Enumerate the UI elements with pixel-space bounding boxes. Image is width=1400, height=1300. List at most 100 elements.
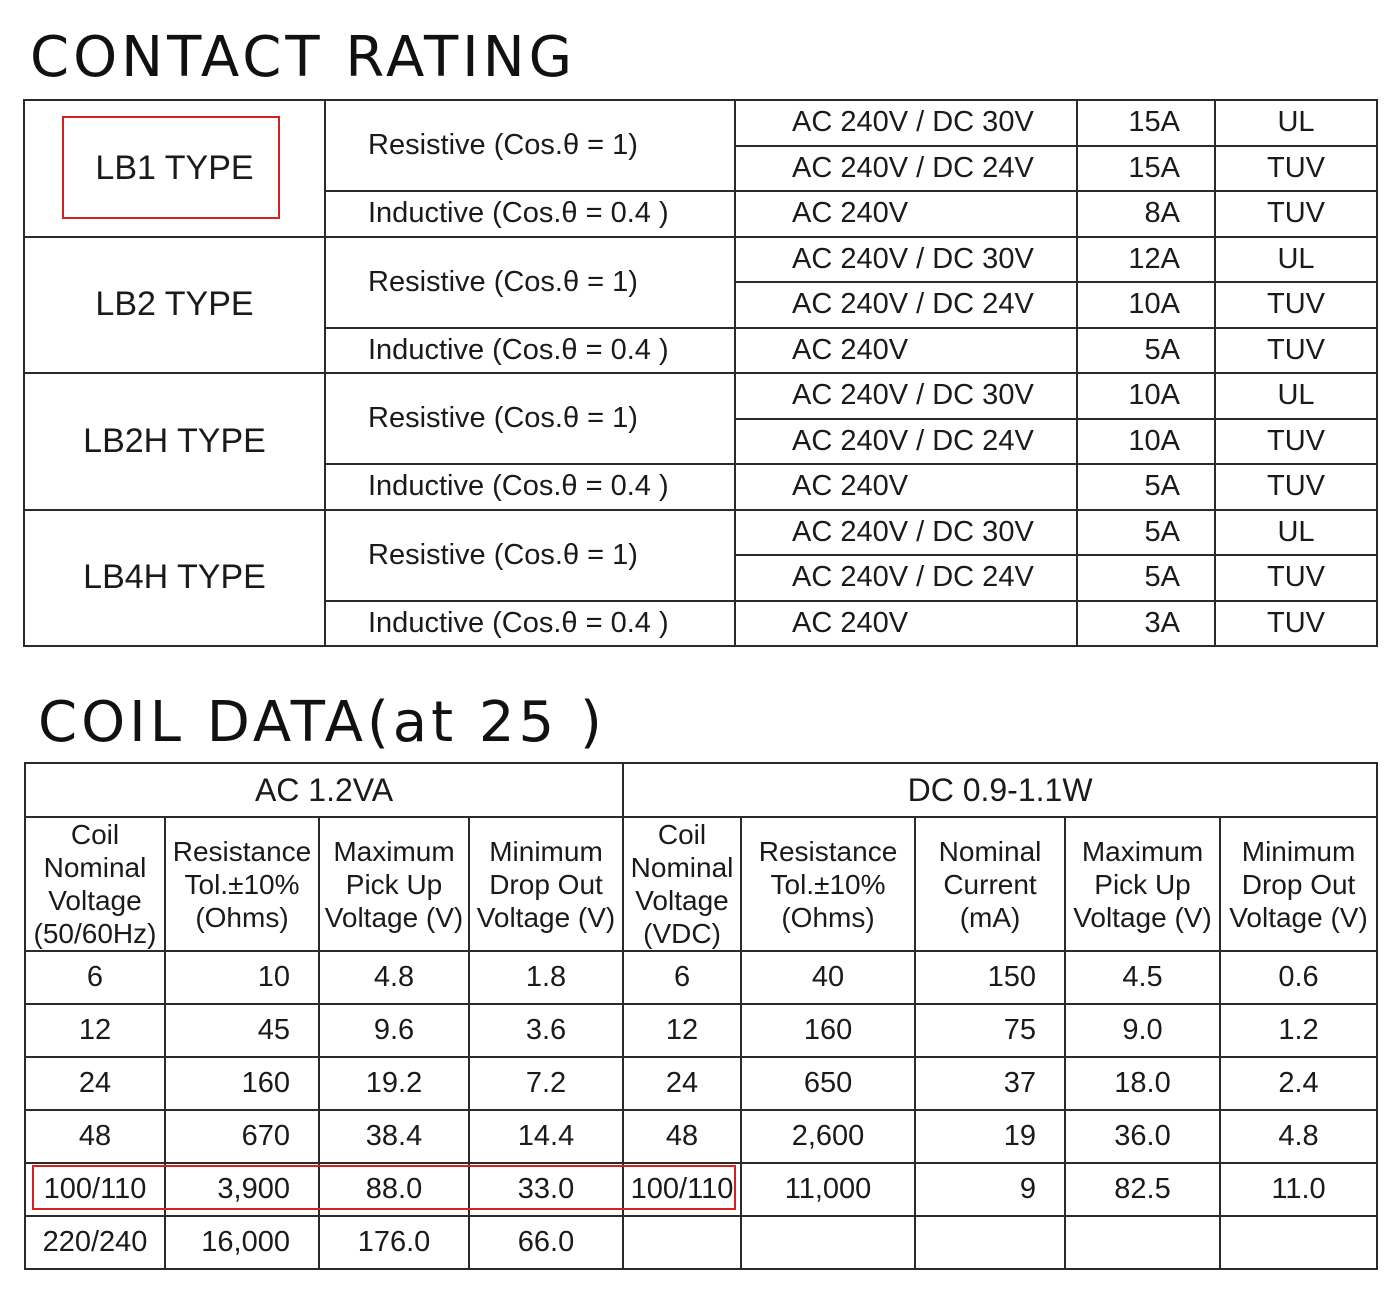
coil-column-header-line: Tol.±10% xyxy=(770,868,886,900)
load-type-resistive: Resistive (Cos.θ = 1) xyxy=(324,99,736,192)
contact-rating-row: AC 240V / DC 24V 15A TUV xyxy=(24,144,1378,192)
dc-resistance: 650 xyxy=(740,1056,917,1112)
dc-resistance: 160 xyxy=(740,1003,917,1059)
relay-type-label: LB4H TYPE xyxy=(23,508,326,647)
load-type-inductive: Inductive (Cos.θ = 0.4 ) xyxy=(324,463,736,511)
coil-data-table: AC 1.2VA DC 0.9-1.1W Coil Nominal Voltage(… xyxy=(23,762,1379,1271)
coil-column-header: Maximum Pick Up Voltage (V) xyxy=(1064,815,1222,953)
dc-nominal-current: 150 xyxy=(914,950,1067,1006)
dc-nominal-current: 19 xyxy=(914,1109,1067,1165)
dc-drop-out-voltage xyxy=(1219,1215,1379,1271)
rated-voltage: AC 240V / DC 30V xyxy=(734,235,1078,283)
coil-column-header-line: Nominal xyxy=(630,852,734,884)
rated-voltage: AC 240V xyxy=(734,190,1078,238)
coil-column-header: Minimum Drop Out Voltage (V) xyxy=(467,815,625,953)
dc-resistance: 11,000 xyxy=(740,1162,917,1218)
rated-current: 5A xyxy=(1076,508,1216,556)
ac-resistance: 16,000 xyxy=(164,1215,320,1271)
coil-data-row: 6 10 4.8 1.8 6 40 150 4.5 0.6 xyxy=(24,950,1379,1006)
coil-column-header-line: Nominal xyxy=(938,835,1042,867)
rated-current: 15A xyxy=(1076,99,1216,147)
contact-rating-title: CONTACT RATING xyxy=(30,25,576,90)
coil-column-header-line: (Ohms) xyxy=(781,901,875,933)
coil-data-row: 220/240 16,000 176.0 66.0 xyxy=(24,1215,1379,1271)
dc-nominal-current: 75 xyxy=(914,1003,1067,1059)
rated-current: 10A xyxy=(1076,417,1216,465)
rated-current: 3A xyxy=(1076,599,1216,647)
dc-resistance: 40 xyxy=(740,950,917,1006)
rated-current: 12A xyxy=(1076,235,1216,283)
relay-type-label: LB1 TYPE xyxy=(23,99,326,238)
rated-voltage: AC 240V / DC 24V xyxy=(734,281,1078,329)
coil-column-header-line: Resistance xyxy=(172,835,312,867)
coil-column-header-line: Voltage (V) xyxy=(1073,901,1212,933)
coil-column-header: Resistance Tol.±10% (Ohms) xyxy=(164,815,320,953)
rated-current: 5A xyxy=(1076,326,1216,374)
coil-data-row: 48 670 38.4 14.4 48 2,600 19 36.0 4.8 xyxy=(24,1109,1379,1165)
contact-rating-row: AC 240V / DC 24V 10A TUV xyxy=(24,281,1378,329)
coil-column-header-line: Minimum xyxy=(489,835,603,867)
load-type-resistive: Resistive (Cos.θ = 1) xyxy=(324,235,736,329)
coil-column-header: Nominal Current (mA) xyxy=(914,815,1067,953)
ac-pick-up-voltage: 88.0 xyxy=(318,1162,470,1218)
certification-standard: TUV xyxy=(1214,326,1378,374)
coil-data-title: COIL DATA(at 25 ) xyxy=(38,690,606,755)
rated-voltage: AC 240V / DC 24V xyxy=(734,554,1078,602)
relay-type-label: LB2 TYPE xyxy=(23,235,326,374)
dc-pick-up-voltage: 4.5 xyxy=(1064,950,1222,1006)
rated-current: 15A xyxy=(1076,144,1216,192)
rated-current: 10A xyxy=(1076,372,1216,420)
dc-pick-up-voltage: 36.0 xyxy=(1064,1109,1222,1165)
dc-resistance xyxy=(740,1215,917,1271)
ac-nominal-voltage: 100/110 xyxy=(24,1162,166,1218)
certification-standard: UL xyxy=(1214,99,1378,147)
dc-pick-up-voltage: 82.5 xyxy=(1064,1162,1222,1218)
coil-column-header-line: Voltage xyxy=(48,885,142,917)
coil-column-header-line: Voltage (V) xyxy=(324,901,464,933)
ac-drop-out-voltage: 7.2 xyxy=(467,1056,625,1112)
coil-column-header-line: Minimum xyxy=(1241,835,1356,867)
coil-column-header-line: Maximum xyxy=(1081,835,1204,867)
ac-pick-up-voltage: 4.8 xyxy=(318,950,470,1006)
ac-nominal-voltage: 6 xyxy=(24,950,166,1006)
dc-nominal-voltage: 100/110 xyxy=(622,1162,743,1218)
certification-standard: TUV xyxy=(1214,463,1378,511)
contact-rating-row: AC 240V / DC 24V 10A TUV xyxy=(24,417,1378,465)
ac-nominal-voltage: 48 xyxy=(24,1109,166,1165)
load-type-inductive: Inductive (Cos.θ = 0.4 ) xyxy=(324,190,736,238)
coil-column-header-line: Nominal xyxy=(43,852,147,884)
coil-column-header-line: (mA) xyxy=(959,901,1021,933)
ac-nominal-voltage: 12 xyxy=(24,1003,166,1059)
rated-voltage: AC 240V xyxy=(734,599,1078,647)
certification-standard: TUV xyxy=(1214,144,1378,192)
contact-rating-row: Inductive (Cos.θ = 0.4 ) AC 240V 8A TUV xyxy=(24,190,1378,238)
coil-column-header-line: Pick Up xyxy=(1094,868,1191,900)
coil-column-header-line: Maximum xyxy=(333,835,455,867)
certification-standard: TUV xyxy=(1214,190,1378,238)
certification-standard: TUV xyxy=(1214,417,1378,465)
dc-pick-up-voltage: 18.0 xyxy=(1064,1056,1222,1112)
dc-resistance: 2,600 xyxy=(740,1109,917,1165)
dc-drop-out-voltage: 0.6 xyxy=(1219,950,1379,1006)
contact-rating-row: Inductive (Cos.θ = 0.4 ) AC 240V 5A TUV xyxy=(24,463,1378,511)
ac-resistance: 670 xyxy=(164,1109,320,1165)
dc-drop-out-voltage: 2.4 xyxy=(1219,1056,1379,1112)
coil-column-header-line: Pick Up xyxy=(345,868,443,900)
ac-resistance: 3,900 xyxy=(164,1162,320,1218)
contact-rating-row: LB2H TYPE Resistive (Cos.θ = 1) AC 240V / … xyxy=(23,372,1378,511)
dc-nominal-voltage xyxy=(622,1215,743,1271)
coil-column-header: Coil Nominal Voltage (50/60Hz) xyxy=(24,815,166,953)
load-type-resistive: Resistive (Cos.θ = 1) xyxy=(324,508,736,602)
ac-group-header: AC 1.2VA xyxy=(23,762,625,818)
dc-pick-up-voltage: 9.0 xyxy=(1064,1003,1222,1059)
load-type-inductive: Inductive (Cos.θ = 0.4 ) xyxy=(324,599,736,647)
coil-column-header: Minimum Drop Out Voltage (V) xyxy=(1219,815,1379,953)
contact-rating-row: Inductive (Cos.θ = 0.4 ) AC 240V 5A TUV xyxy=(24,326,1378,374)
certification-standard: UL xyxy=(1214,235,1378,283)
coil-column-header-line: (VDC) xyxy=(643,918,721,950)
coil-column-header-line: Current xyxy=(943,868,1037,900)
dc-drop-out-voltage: 1.2 xyxy=(1219,1003,1379,1059)
coil-column-header-line: Drop Out xyxy=(489,868,603,900)
rated-voltage: AC 240V / DC 30V xyxy=(734,372,1078,420)
ac-pick-up-voltage: 38.4 xyxy=(318,1109,470,1165)
